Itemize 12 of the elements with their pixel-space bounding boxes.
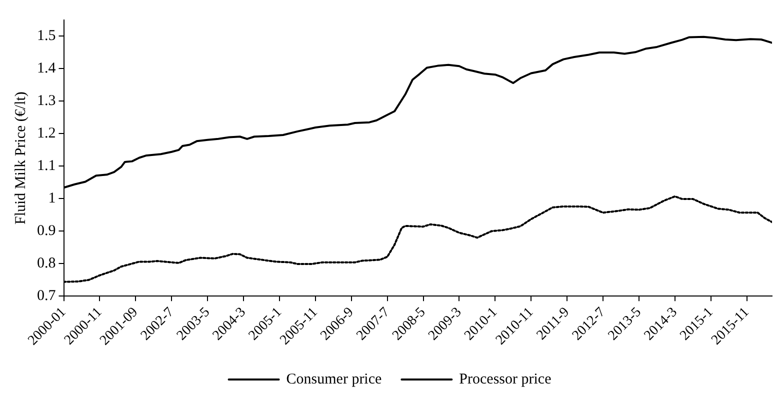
y-tick-label: 1.2 xyxy=(37,126,56,142)
y-tick-label: 1.5 xyxy=(37,28,56,44)
legend-label: Consumer price xyxy=(286,371,382,388)
y-tick-label: 1.3 xyxy=(37,93,56,110)
legend-label: Processor price xyxy=(459,371,552,388)
y-tick-label: 0.8 xyxy=(37,256,56,272)
y-tick-label: 1 xyxy=(48,190,56,207)
y-tick-label: 1.1 xyxy=(37,158,56,174)
y-tick-label: 0.7 xyxy=(37,288,56,304)
y-axis-title: Fluid Milk Price (€/lt) xyxy=(12,92,29,225)
y-tick-label: 1.4 xyxy=(37,60,56,77)
y-tick-label: 0.9 xyxy=(37,223,56,240)
